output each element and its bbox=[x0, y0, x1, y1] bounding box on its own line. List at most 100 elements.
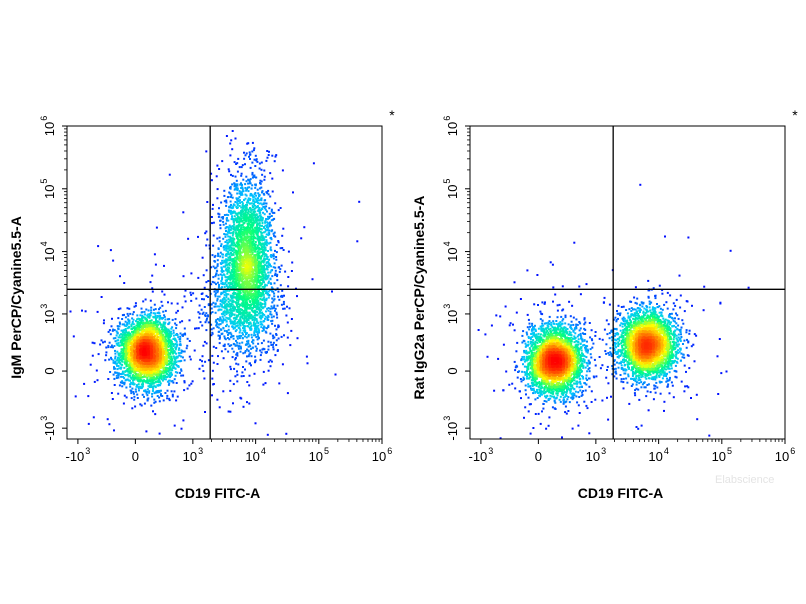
data-point bbox=[241, 243, 243, 246]
data-point bbox=[121, 380, 124, 383]
data-point bbox=[255, 231, 258, 234]
data-point bbox=[248, 180, 251, 183]
data-point bbox=[267, 261, 270, 263]
data-point bbox=[263, 175, 266, 178]
data-point bbox=[218, 319, 221, 322]
data-point bbox=[162, 372, 165, 374]
data-point bbox=[210, 179, 213, 182]
data-point bbox=[176, 395, 179, 398]
data-point bbox=[227, 214, 230, 217]
data-point bbox=[114, 355, 117, 358]
data-point bbox=[306, 362, 309, 365]
data-point bbox=[158, 308, 160, 311]
data-point bbox=[242, 313, 244, 316]
data-point bbox=[216, 398, 219, 401]
data-point bbox=[279, 284, 282, 287]
data-point bbox=[72, 335, 75, 338]
data-point bbox=[269, 224, 272, 227]
data-point bbox=[220, 291, 223, 294]
data-point bbox=[258, 248, 261, 251]
data-point bbox=[92, 416, 95, 419]
data-point bbox=[240, 347, 242, 350]
data-point bbox=[176, 365, 179, 368]
data-point bbox=[125, 363, 128, 366]
data-point bbox=[99, 343, 102, 346]
data-point bbox=[123, 381, 126, 384]
data-point bbox=[241, 282, 244, 285]
data-point bbox=[266, 292, 268, 295]
data-point bbox=[160, 326, 163, 329]
data-point bbox=[142, 316, 145, 318]
data-point bbox=[91, 341, 94, 344]
data-point bbox=[255, 253, 258, 256]
data-point bbox=[224, 282, 227, 284]
data-point bbox=[253, 332, 256, 334]
data-point bbox=[117, 373, 120, 376]
data-point bbox=[272, 253, 275, 256]
data-point bbox=[241, 299, 244, 302]
data-point bbox=[140, 318, 143, 321]
data-point bbox=[233, 268, 236, 271]
data-point bbox=[240, 174, 243, 177]
data-point bbox=[205, 150, 208, 153]
data-point bbox=[238, 298, 241, 301]
data-point bbox=[167, 352, 170, 354]
data-point bbox=[240, 241, 243, 244]
data-point bbox=[110, 392, 113, 394]
data-point bbox=[244, 331, 247, 333]
data-point bbox=[247, 219, 250, 221]
data-point bbox=[213, 290, 216, 293]
data-point bbox=[223, 259, 226, 262]
data-point bbox=[238, 337, 241, 340]
data-point bbox=[132, 327, 135, 330]
data-point bbox=[254, 422, 257, 425]
data-point bbox=[275, 339, 278, 342]
data-point bbox=[247, 284, 250, 287]
data-point bbox=[127, 379, 130, 382]
data-point bbox=[258, 187, 261, 190]
data-point bbox=[274, 272, 277, 275]
data-point bbox=[229, 276, 232, 279]
data-point bbox=[254, 165, 257, 167]
data-point bbox=[263, 259, 266, 262]
data-point bbox=[151, 386, 154, 389]
data-point bbox=[235, 231, 238, 234]
data-point bbox=[155, 390, 158, 393]
data-point bbox=[131, 330, 133, 333]
data-point bbox=[260, 282, 263, 285]
data-point bbox=[270, 210, 273, 213]
data-point bbox=[244, 275, 247, 277]
data-point bbox=[260, 255, 263, 258]
data-point bbox=[201, 364, 204, 367]
data-point bbox=[243, 151, 245, 154]
data-point bbox=[118, 344, 121, 347]
data-point bbox=[195, 327, 198, 330]
data-point bbox=[116, 339, 119, 342]
data-point bbox=[261, 191, 263, 194]
data-point bbox=[207, 296, 209, 298]
data-point bbox=[231, 174, 234, 177]
data-point bbox=[232, 206, 235, 209]
data-point bbox=[260, 308, 263, 311]
data-point bbox=[205, 319, 208, 322]
data-point bbox=[267, 242, 270, 245]
data-point bbox=[227, 276, 230, 279]
data-point bbox=[280, 264, 283, 267]
data-point bbox=[154, 400, 157, 403]
data-point bbox=[244, 208, 247, 211]
data-point bbox=[242, 234, 244, 237]
data-point bbox=[235, 272, 238, 275]
data-point bbox=[236, 354, 239, 357]
data-point bbox=[256, 320, 259, 323]
data-point bbox=[210, 303, 213, 306]
data-point bbox=[283, 294, 285, 297]
data-point bbox=[242, 228, 245, 231]
data-point bbox=[270, 320, 273, 323]
data-point bbox=[251, 319, 254, 321]
data-point bbox=[182, 275, 185, 278]
data-point bbox=[140, 319, 143, 322]
data-point bbox=[242, 291, 245, 294]
data-point bbox=[249, 352, 252, 355]
data-point bbox=[158, 396, 161, 399]
data-point bbox=[254, 221, 257, 224]
